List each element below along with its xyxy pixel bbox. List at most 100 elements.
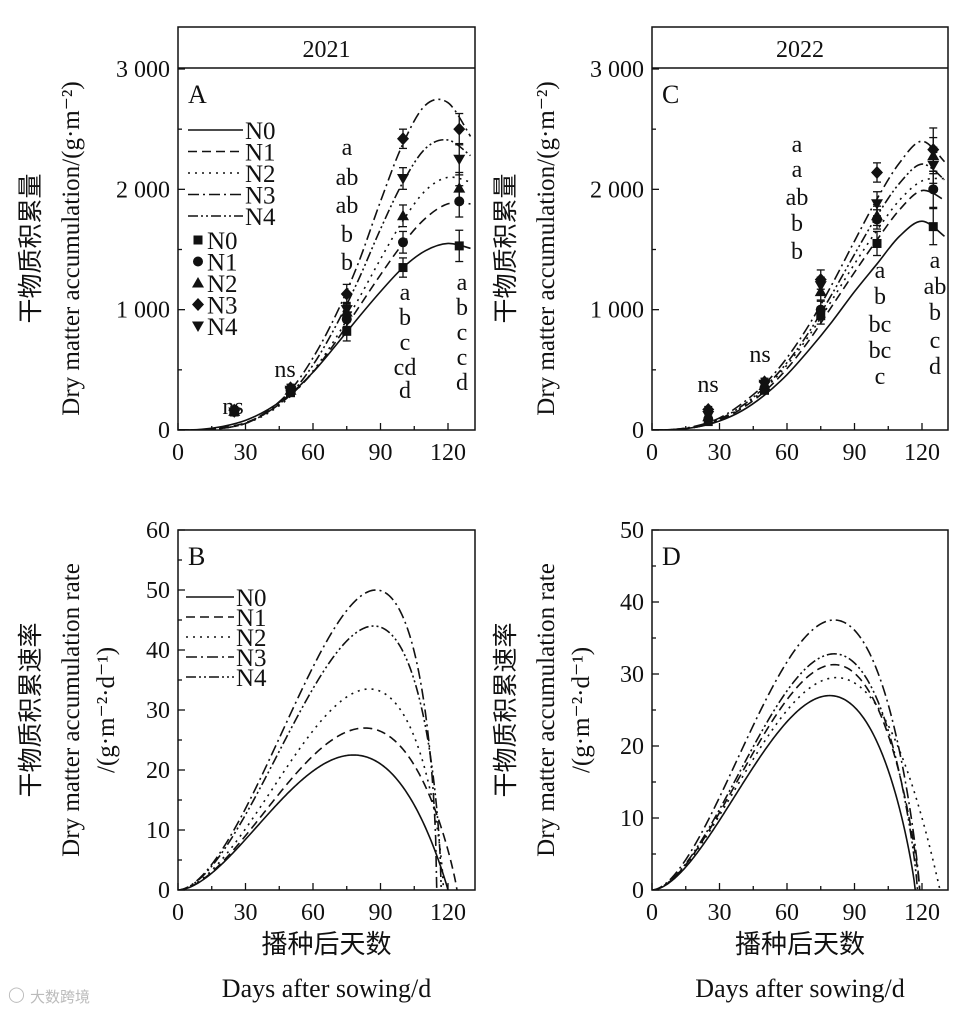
- x-tick-label: 60: [301, 440, 325, 466]
- y-tick-label: 2 000: [116, 177, 170, 203]
- significance-letter: d: [456, 370, 468, 396]
- legend-label: N2: [245, 161, 276, 188]
- significance-letter: b: [874, 284, 886, 310]
- x-axis-label-en: Days after sowing/d: [222, 974, 431, 1003]
- x-tick-label: 60: [775, 440, 799, 466]
- year-header: 2022: [776, 37, 824, 63]
- legend-label: N2: [236, 625, 267, 652]
- legend-label: N1: [245, 140, 276, 167]
- significance-letter: a: [930, 248, 941, 274]
- significance-letter: ab: [924, 274, 947, 300]
- point-N3-diamond: [871, 165, 883, 179]
- y-axis-label-en: Dry matter accumulation rate: [58, 563, 85, 857]
- significance-letter: cd: [394, 355, 417, 381]
- legend-marker-square: [193, 235, 203, 245]
- y-tick-label: 10: [620, 806, 644, 832]
- significance-letter: b: [456, 295, 468, 321]
- year-header: 2021: [303, 37, 351, 63]
- curve-N0: [178, 242, 471, 430]
- legend-marker-triangle-down: [192, 321, 204, 332]
- legend-label: N0: [236, 585, 267, 612]
- point-N1-circle: [398, 237, 408, 248]
- point-N0-square: [872, 238, 882, 248]
- significance-letter: b: [341, 250, 353, 276]
- legend-label: N4: [207, 314, 238, 341]
- series-group: [178, 589, 458, 890]
- significance-letter: ns: [222, 394, 243, 420]
- legend-label: N0: [245, 118, 276, 145]
- point-N4-triangle-down: [453, 154, 466, 166]
- point-N4-triangle-down: [702, 411, 715, 422]
- legend-label: N4: [236, 665, 267, 692]
- point-N4-triangle-down: [871, 199, 883, 210]
- y-tick-label: 40: [146, 638, 170, 664]
- point-N4-triangle-down: [340, 305, 353, 316]
- y-tick-label: 1 000: [590, 298, 644, 324]
- significance-letter: ns: [749, 342, 770, 368]
- rate-curve-N4: [178, 625, 443, 890]
- x-tick-label: 90: [369, 900, 393, 926]
- y-tick-label: 1 000: [116, 298, 170, 324]
- significance-letter: d: [929, 354, 941, 380]
- rate-curve-N2: [652, 676, 941, 890]
- legend-marker-triangle-up: [192, 277, 204, 288]
- y-axis-label-cn: 干物质积累量: [492, 173, 520, 323]
- x-tick-label: 120: [430, 900, 466, 926]
- panel-B: B 0 30 60 90 120 0 10 20 30 40 50 60 干物质积累速率 Dry matte…: [17, 518, 476, 1003]
- legend-marker-diamond: [192, 298, 204, 311]
- significance-letter: b: [929, 300, 941, 326]
- watermark-logo: ◯: [8, 985, 25, 1003]
- y-axis-label-en: Dry matter accumulation/(g·m⁻²): [533, 81, 560, 415]
- y-tick-label: 20: [620, 734, 644, 760]
- legend-label: N4: [245, 204, 276, 231]
- significance-letter: a: [792, 132, 803, 158]
- y-tick-label: 0: [158, 418, 170, 444]
- y-tick-label: 50: [146, 578, 170, 604]
- significance-letter: b: [399, 305, 411, 331]
- point-N3-diamond: [397, 132, 409, 146]
- y-axis-label-unit: /(g·m⁻²·d⁻¹): [93, 647, 120, 773]
- significance-letter: c: [457, 345, 468, 371]
- point-N4-triangle-down: [758, 379, 771, 391]
- y-tick-label: 30: [620, 662, 644, 688]
- x-tick-label: 30: [234, 440, 258, 466]
- legend-label: N0: [207, 228, 238, 255]
- point-N4-triangle-down: [814, 281, 827, 292]
- panel-label: C: [662, 80, 679, 109]
- y-tick-label: 0: [158, 878, 170, 904]
- x-axis-label-cn: 播种后天数: [735, 930, 865, 959]
- significance-letter: c: [400, 330, 411, 356]
- significance-letter: a: [875, 258, 886, 284]
- x-tick-label: 120: [904, 900, 940, 926]
- panel-label: A: [188, 80, 207, 109]
- point-N0-square: [342, 326, 352, 336]
- significance-letter: b: [791, 211, 803, 237]
- point-N3-diamond: [340, 287, 353, 301]
- significance-letter: a: [792, 157, 803, 183]
- rate-curve-N3: [652, 619, 921, 890]
- y-tick-label: 0: [632, 878, 644, 904]
- x-tick-label: 90: [369, 440, 393, 466]
- significance-letter: ab: [336, 193, 359, 219]
- rate-curve-N0: [178, 754, 449, 890]
- x-tick-label: 0: [172, 440, 184, 466]
- legend-label: N1: [207, 250, 238, 277]
- x-tick-label: 0: [646, 440, 658, 466]
- panel-A: 2021 A 0 30 60 90 120 0 1 000 2 000 3 000 干物质积累量 Dry…: [17, 26, 476, 466]
- legend-label: N3: [236, 645, 267, 672]
- y-axis-label-unit: /(g·m⁻²·d⁻¹): [568, 647, 595, 773]
- panel-label: B: [188, 542, 205, 571]
- x-tick-label: 90: [843, 440, 867, 466]
- point-N4-triangle-down: [397, 174, 409, 185]
- significance-letter: bc: [869, 338, 892, 364]
- y-axis-label-cn: 干物质积累量: [17, 173, 45, 323]
- curve-N2: [178, 176, 471, 430]
- y-tick-label: 20: [146, 758, 170, 784]
- point-N4-triangle-down: [927, 160, 940, 172]
- y-axis-label-cn: 干物质积累速率: [17, 622, 45, 797]
- watermark-text: 大数跨境: [30, 988, 90, 1006]
- x-tick-label: 120: [430, 440, 466, 466]
- y-tick-label: 10: [146, 818, 170, 844]
- significance-letter: ns: [274, 357, 295, 383]
